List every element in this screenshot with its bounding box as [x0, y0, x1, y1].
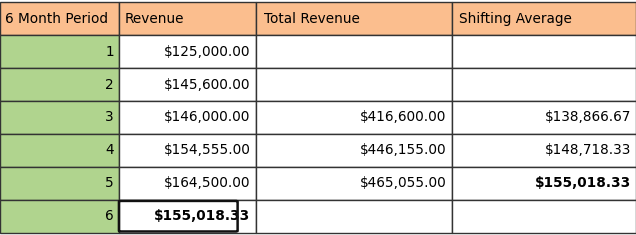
Bar — [452, 35, 636, 68]
Bar — [452, 68, 636, 101]
Bar — [256, 35, 452, 68]
Bar — [119, 200, 256, 233]
Bar — [256, 134, 452, 167]
Bar — [256, 200, 452, 233]
Bar — [0, 134, 119, 167]
Bar — [0, 68, 119, 101]
Bar — [0, 200, 119, 233]
Text: 2: 2 — [105, 78, 114, 92]
Bar — [256, 101, 452, 134]
Text: $446,155.00: $446,155.00 — [360, 143, 446, 157]
Text: $146,000.00: $146,000.00 — [164, 110, 251, 125]
Text: $155,018.33: $155,018.33 — [535, 176, 631, 190]
Text: $465,055.00: $465,055.00 — [360, 176, 446, 190]
Text: Total Revenue: Total Revenue — [263, 12, 359, 26]
Bar — [452, 101, 636, 134]
Bar — [452, 167, 636, 200]
Bar — [256, 68, 452, 101]
Bar — [119, 35, 256, 68]
Text: Revenue: Revenue — [125, 12, 184, 26]
Bar — [0, 167, 119, 200]
Bar — [256, 2, 452, 35]
Bar — [0, 101, 119, 134]
Text: 1: 1 — [105, 45, 114, 59]
Text: 3: 3 — [105, 110, 114, 125]
Text: $138,866.67: $138,866.67 — [544, 110, 631, 125]
Text: $164,500.00: $164,500.00 — [164, 176, 251, 190]
Bar — [256, 167, 452, 200]
Bar — [119, 101, 256, 134]
Text: 4: 4 — [105, 143, 114, 157]
Bar — [0, 35, 119, 68]
Text: $148,718.33: $148,718.33 — [544, 143, 631, 157]
Bar — [119, 167, 256, 200]
Bar — [0, 2, 119, 35]
Text: $154,555.00: $154,555.00 — [163, 143, 251, 157]
Bar — [452, 2, 636, 35]
Bar — [119, 2, 256, 35]
Text: 6: 6 — [105, 209, 114, 223]
Text: 5: 5 — [105, 176, 114, 190]
Text: $125,000.00: $125,000.00 — [164, 45, 251, 59]
Bar — [452, 134, 636, 167]
Bar — [119, 68, 256, 101]
Text: $155,018.33: $155,018.33 — [155, 209, 251, 223]
Bar — [119, 134, 256, 167]
Text: Shifting Average: Shifting Average — [459, 12, 572, 26]
Bar — [452, 200, 636, 233]
Text: 6 Month Period: 6 Month Period — [4, 12, 107, 26]
Text: $416,600.00: $416,600.00 — [360, 110, 446, 125]
Text: $145,600.00: $145,600.00 — [164, 78, 251, 92]
